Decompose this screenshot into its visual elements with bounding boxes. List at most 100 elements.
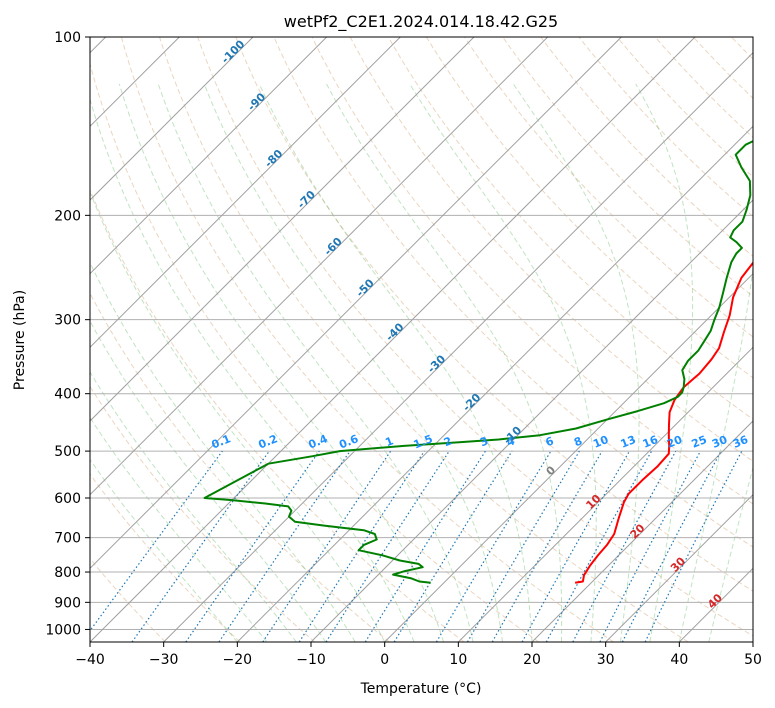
moist-adiabat <box>90 320 327 642</box>
mixing-ratio-label: 20 <box>665 433 684 451</box>
mixing-ratio-label: 10 <box>591 433 610 451</box>
isotherm <box>457 346 753 642</box>
mixing-ratio-line <box>521 450 631 642</box>
y-tick-label: 800 <box>54 565 81 581</box>
mixing-ratio-label: 13 <box>619 433 638 451</box>
moist-adiabat <box>635 83 694 642</box>
mixing-ratio-line <box>90 450 223 632</box>
sounding-profiles <box>203 140 753 584</box>
x-tick-label: 20 <box>523 652 541 668</box>
isotherm <box>90 37 401 349</box>
isotherm <box>90 37 475 422</box>
mixing-ratio-label: 2 <box>442 434 454 449</box>
isotherm <box>90 37 622 570</box>
dry-adiabat <box>425 37 753 379</box>
moist-adiabat <box>90 458 238 642</box>
mixing-ratio-line <box>393 450 513 642</box>
moist-adiabat <box>118 83 445 642</box>
mixing-ratio-label: 25 <box>690 433 709 451</box>
mixing-ratio-lines <box>90 450 743 642</box>
x-tick-label: −40 <box>75 652 105 668</box>
dewpoint-profile <box>203 140 753 584</box>
mixing-ratio-label: 1 <box>383 434 395 449</box>
moist-adiabat <box>90 97 415 642</box>
x-tick-label: 0 <box>380 652 389 668</box>
isotherm <box>531 420 753 642</box>
x-tick-label: −10 <box>296 652 326 668</box>
isotherm <box>310 199 753 642</box>
mixing-ratio-line <box>545 450 653 642</box>
moist-adiabat <box>678 83 753 642</box>
dry-adiabat <box>90 385 316 642</box>
dry-adiabat <box>197 37 753 637</box>
dry-adiabat <box>90 62 540 642</box>
dry-adiabats <box>90 37 753 642</box>
y-tick-label: 300 <box>54 313 81 329</box>
chart-title: wetPf2_C2E1.2024.014.18.42.G25 <box>284 12 558 32</box>
mixing-ratio-line <box>644 450 743 642</box>
isotherm-lines <box>90 37 753 642</box>
mixing-ratio-line <box>131 450 270 642</box>
y-tick-label: 700 <box>54 531 81 547</box>
y-tick-label: 200 <box>54 208 81 224</box>
mixing-ratio-line <box>298 450 425 642</box>
isotherm <box>236 125 753 642</box>
y-tick-label: 600 <box>54 491 81 507</box>
y-axis-label: Pressure (hPa) <box>12 290 28 390</box>
x-tick-label: −30 <box>149 652 179 668</box>
moist-adiabat <box>157 83 474 642</box>
mixing-ratio-label: 36 <box>731 433 750 451</box>
mixing-ratio-label: 16 <box>641 433 660 451</box>
dry-adiabat <box>311 37 753 505</box>
x-axis-label: Temperature (°C) <box>360 681 482 697</box>
y-tick-label: 100 <box>54 30 81 46</box>
moist-adiabat <box>409 83 597 642</box>
mixing-ratio-label: 3 <box>478 434 490 449</box>
temperature-profile <box>574 261 753 584</box>
mixing-ratio-label: 8 <box>572 434 584 449</box>
plot-area: 0.1 0.2 0.4 0.6 1 1.5 2 3 4 6 8 10 13 16 20 25 30 36-100-… <box>90 37 753 642</box>
mixing-ratio-line <box>218 450 351 642</box>
dry-adiabat <box>158 37 689 642</box>
dry-adiabat <box>90 292 390 642</box>
mixing-ratio-line <box>572 450 677 642</box>
moist-adiabats <box>90 83 753 642</box>
dry-adiabat <box>387 37 753 420</box>
x-tick-label: 30 <box>597 652 615 668</box>
moist-adiabat <box>203 83 503 642</box>
moist-adiabat <box>90 416 268 642</box>
moist-adiabat <box>90 261 356 642</box>
mixing-ratio-line <box>185 450 320 642</box>
dry-adiabat <box>235 37 753 592</box>
moist-adiabat <box>258 83 533 642</box>
x-tick-label: 10 <box>449 652 467 668</box>
x-tick-label: −20 <box>223 652 253 668</box>
isotherm <box>384 272 753 642</box>
x-axis: −40 −30 −20 −10 0 10 20 30 40 50 <box>75 642 762 668</box>
mixing-ratio-label: 30 <box>710 433 729 451</box>
isotherm <box>605 493 753 642</box>
x-tick-label: 50 <box>744 652 762 668</box>
dry-adiabat <box>90 188 465 642</box>
mixing-ratio-line <box>262 450 392 642</box>
moist-adiabat <box>90 370 297 642</box>
moist-adiabat <box>512 83 640 642</box>
isotherm <box>90 37 549 496</box>
dry-adiabat <box>90 557 166 642</box>
plot-frame <box>89 36 754 643</box>
y-tick-label: 900 <box>54 595 81 611</box>
isotherm <box>90 37 696 642</box>
y-axis: 100 200 300 400 500 600 700 800 900 1000 <box>45 30 90 638</box>
isotherm <box>90 37 328 275</box>
dry-adiabat <box>502 37 753 298</box>
moist-adiabat <box>708 465 753 642</box>
moist-adiabat <box>326 83 563 642</box>
mixing-ratio-line <box>325 450 450 642</box>
y-tick-label: 1000 <box>45 622 81 638</box>
x-tick-label: 40 <box>670 652 688 668</box>
y-tick-label: 500 <box>54 444 81 460</box>
dry-adiabat <box>120 37 614 642</box>
y-tick-label: 400 <box>54 387 81 403</box>
